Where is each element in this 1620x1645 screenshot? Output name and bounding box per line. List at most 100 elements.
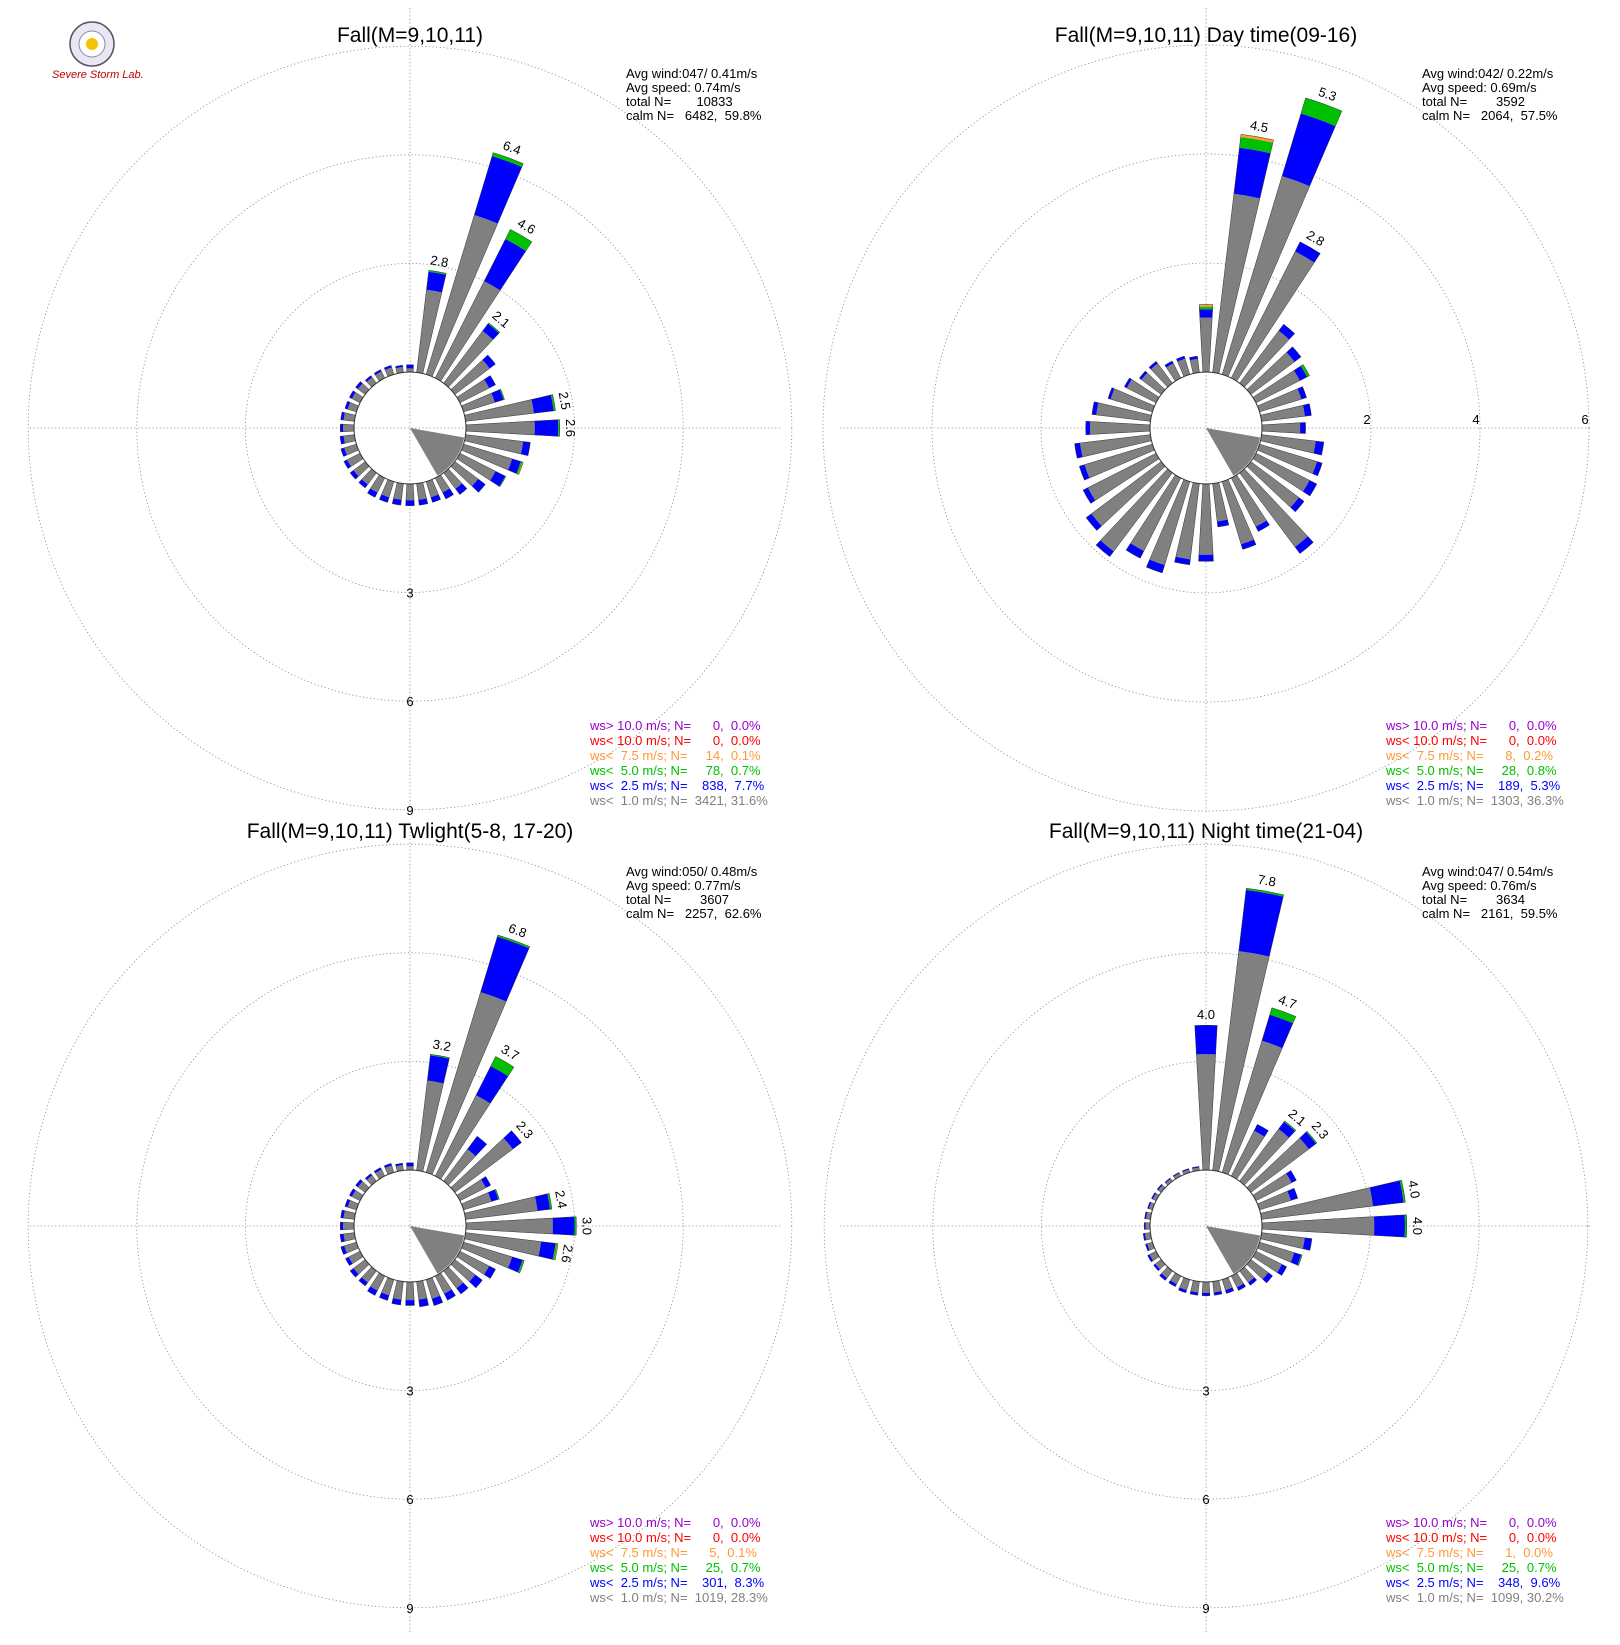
windrose-bar-segment <box>1260 434 1316 454</box>
windrose-bar-segment <box>456 379 490 403</box>
stats-line: Avg speed: 0.74m/s <box>626 80 741 95</box>
windrose-bar-segment <box>1164 360 1174 368</box>
windrose-bar-segment <box>1261 1216 1375 1236</box>
windrose-bar-segment <box>1141 372 1166 395</box>
legend-entry: ws< 7.5 m/s; N= 5, 0.1% <box>589 1545 757 1560</box>
windrose-bar-segment <box>456 1179 486 1201</box>
windrose-bar-segment <box>480 936 530 1002</box>
windrose-bar-segment <box>456 453 496 481</box>
windrose-bar-segment <box>351 1190 364 1201</box>
windrose-bar-segment <box>1144 1211 1148 1219</box>
windrose-bar-segment <box>464 434 524 455</box>
windrose-bar-segment <box>416 1280 427 1300</box>
windrose-bar-segment <box>535 1193 551 1211</box>
windrose-bar-segment <box>1196 1054 1216 1171</box>
windrose-bar-segment <box>465 1218 553 1234</box>
bar-value-label: 3.2 <box>432 1036 452 1054</box>
legend-entry: ws< 1.0 m/s; N= 3421, 31.6% <box>589 793 768 808</box>
windrose-bar-segment <box>516 461 523 475</box>
windrose-bar-segment <box>476 1066 509 1104</box>
calm-circle-outline <box>353 371 467 485</box>
windrose-bar-segment <box>1222 176 1310 377</box>
windrose-bar-segment <box>353 461 370 477</box>
windrose-bar-segment <box>443 1149 476 1186</box>
windrose-bar-segment <box>461 1242 513 1269</box>
windrose-bar-segment <box>1096 540 1114 557</box>
windrose-bar-segment <box>488 1189 499 1202</box>
windrose-bar-segment <box>1173 1173 1181 1180</box>
windrose-bar-segment <box>1246 352 1295 395</box>
windrose-bar-segment <box>1090 421 1151 435</box>
stats-line: Avg wind:047/ 0.41m/s <box>626 66 758 81</box>
windrose-bar-segment <box>1302 403 1312 417</box>
stats-line: total N= 10833 <box>626 94 733 109</box>
windrose-bar-segment <box>357 1181 370 1193</box>
windrose-bar-segment <box>494 1189 500 1200</box>
windrose-bar-segment <box>1239 330 1290 388</box>
windrose-bar-segment <box>426 1277 440 1299</box>
windrose-bar-segment <box>1130 474 1181 551</box>
legend-entry: ws< 2.5 m/s; N= 301, 8.3% <box>589 1575 765 1590</box>
windrose-bar-segment <box>1278 1121 1296 1138</box>
windrose-bar-segment <box>1151 1192 1157 1200</box>
windrose-bar-segment <box>461 1192 492 1210</box>
stats-line: Avg wind:050/ 0.48m/s <box>626 864 758 879</box>
windrose-bar-segment <box>1306 1131 1317 1144</box>
windrose-bar-segment <box>1239 468 1308 548</box>
windrose-bar-segment <box>1083 487 1096 504</box>
windrose-bar-segment <box>1297 386 1307 400</box>
windrose-bar-segment <box>455 483 467 495</box>
windrose-bar-segment <box>1199 306 1213 310</box>
windrose-bar-segment <box>1168 1280 1177 1287</box>
windrose-bar-segment <box>1148 1202 1155 1210</box>
windrose-bar-segment <box>405 500 415 506</box>
windrose-bar-segment <box>574 1216 577 1236</box>
ring-label: 4 <box>1472 412 1479 427</box>
windrose-bar-segment <box>351 392 364 403</box>
windrose-bar-segment <box>1252 1251 1282 1273</box>
windrose-bar-segment <box>1157 1184 1163 1191</box>
windrose-bar-segment <box>474 156 522 224</box>
legend-entry: ws< 7.5 m/s; N= 14, 0.1% <box>589 748 761 763</box>
calm-wedge <box>410 1226 465 1274</box>
windrose-bar-segment <box>340 1245 347 1255</box>
stats-line: Avg wind:042/ 0.22m/s <box>1422 66 1554 81</box>
windrose-bar-segment <box>1202 1292 1210 1296</box>
windrose-bar-segment <box>552 1216 575 1236</box>
windrose-bar-segment <box>350 470 359 480</box>
windrose-bar-segment <box>1222 479 1254 545</box>
lab-logo-text: Severe Storm Lab. <box>52 69 144 81</box>
chart-title: Fall(M=9,10,11) Night time(21-04) <box>1049 820 1363 843</box>
windrose-bar-segment <box>464 1232 542 1257</box>
lab-logo: Severe Storm Lab. <box>52 21 144 81</box>
windrose-bar-segment <box>484 239 526 291</box>
grid-ring <box>932 952 1480 1500</box>
ring-label: 6 <box>1581 412 1588 427</box>
windrose-bar-segment <box>1246 1259 1269 1280</box>
windrose-bar-segment <box>340 1233 345 1243</box>
windrose-bar-segment <box>1248 1277 1257 1286</box>
windrose-bar-segment <box>361 1266 377 1283</box>
bar-value-label: 2.6 <box>563 419 578 437</box>
windrose-bar-segment <box>343 1232 356 1242</box>
legend-entry: ws< 2.5 m/s; N= 348, 9.6% <box>1385 1575 1561 1590</box>
windrose-bar-segment <box>450 359 490 395</box>
windrose-bar-segment <box>435 474 450 493</box>
windrose-bar-segment <box>395 1165 404 1172</box>
bar-value-label: 7.8 <box>1257 872 1277 890</box>
windrose-bar-segment <box>1212 482 1228 522</box>
windrose-bar-segment <box>1100 468 1173 552</box>
polar-plot: 2 4 64.55.32.8 <box>822 8 1590 812</box>
windrose-bar-segment <box>518 461 524 475</box>
windrose-bar-segment <box>416 289 442 374</box>
windrose-bar-segment <box>1293 366 1308 381</box>
windrose-bar-segment <box>1178 1287 1187 1293</box>
windrose-bar-segment <box>381 479 394 498</box>
windrose-bar-segment <box>1086 513 1102 531</box>
windrose-bar-segment <box>426 271 446 293</box>
bar-value-label: 4.5 <box>1249 117 1269 135</box>
grid-ring <box>823 843 1589 1609</box>
windrose-bar-segment <box>1202 1281 1210 1293</box>
